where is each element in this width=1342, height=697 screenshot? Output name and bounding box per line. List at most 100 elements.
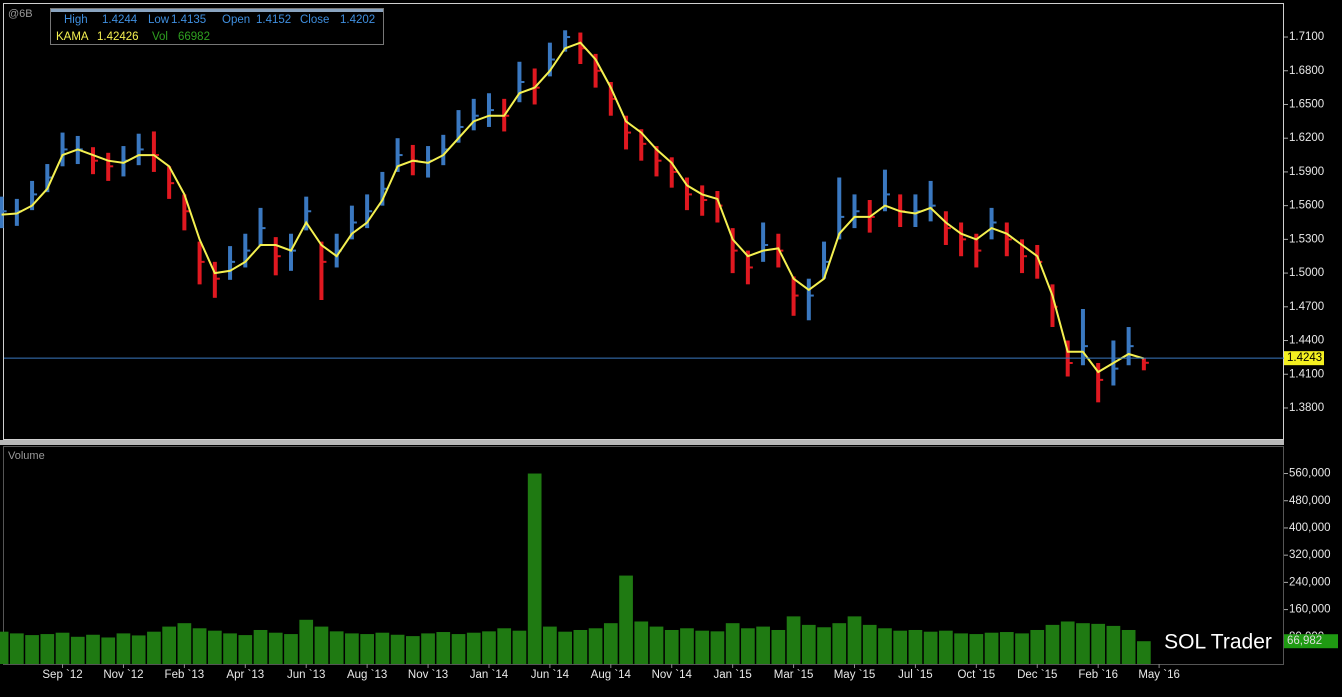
x-tick-label: Nov `14 [652,669,693,681]
volume-bar [116,633,131,664]
volume-bar [1106,625,1121,664]
volume-bar [832,623,847,664]
volume-bar [939,630,953,664]
legend-value: 1.4135 [171,14,206,26]
volume-bar [923,631,938,664]
legend-label: Open [222,14,250,26]
volume-bar [192,628,207,664]
volume-bar [25,635,39,664]
volume-bar [725,623,740,664]
last-volume-label: 66,982 [1287,635,1322,647]
volume-bar [177,623,192,664]
last-price-label: 1.4243 [1287,352,1322,364]
x-tick-label: Apr `13 [226,669,264,681]
volume-bar [710,631,725,664]
legend-label: Close [300,14,329,26]
x-tick-label: Jun `14 [531,669,570,681]
volume-panel [3,446,1284,665]
y-tick-label: 1.7100 [1289,31,1324,43]
volume-bar [756,626,770,664]
volume-bar [1121,629,1136,664]
x-tick-label: May `15 [834,669,876,681]
y-tick-label: 1.6200 [1289,132,1324,144]
legend-value: 1.4244 [102,14,138,26]
volume-bar [299,619,314,664]
volume-bar [329,631,344,664]
last-volume-tag [1284,634,1338,649]
volume-bar [786,616,801,664]
volume-title: Volume [8,450,45,462]
legend-label: Low [148,14,170,26]
volume-bar [573,629,588,664]
volume-bar [603,623,618,664]
legend-label: Vol [152,31,168,43]
volume-bar [908,629,923,664]
x-tick-label: Nov `12 [103,669,143,681]
legend-value: 66982 [178,31,210,43]
volume-bar [512,630,527,664]
volume-bar [741,628,755,664]
legend-box [50,8,384,45]
legend-value: 1.42426 [97,31,139,43]
y-tick-label: 1.4400 [1289,335,1324,347]
volume-bar [801,624,816,664]
volume-bar [86,634,100,664]
y-tick-label: 1.5300 [1289,233,1324,245]
y-tick-label: 560,000 [1289,468,1331,480]
volume-bar [253,629,268,664]
volume-bar [1076,623,1090,664]
volume-bar [482,631,496,664]
y-tick-label: 320,000 [1289,549,1331,561]
volume-bar [268,632,283,664]
volume-bar [375,632,390,664]
volume-bar [131,635,146,664]
volume-bar [405,636,420,664]
volume-bar [847,616,862,664]
legend-label: High [64,14,88,26]
volume-bar [558,631,572,664]
volume-bar [238,635,253,664]
y-tick-label: 1.5900 [1289,166,1324,178]
x-tick-label: Jan `14 [470,669,509,681]
x-tick-label: Jun `13 [287,669,325,681]
panel-separator [0,440,1284,445]
volume-bar [1137,641,1151,664]
volume-bar [984,632,999,664]
volume-bar [162,626,176,664]
volume-bar [314,626,329,664]
y-tick-label: 1.6500 [1289,99,1324,111]
symbol: @6B [8,8,33,20]
volume-bar [360,634,374,664]
y-tick-label: 400,000 [1289,522,1331,534]
volume-bar [649,626,664,664]
y-tick-label: 1.4100 [1289,368,1324,380]
volume-bar [817,627,831,664]
volume-bar [634,621,649,664]
volume-bar [954,633,968,664]
y-tick-label: 1.3800 [1289,402,1324,414]
volume-bar [1060,621,1075,664]
volume-bar [1045,624,1060,664]
x-tick-label: Jul `15 [898,669,933,681]
volume-bar [664,629,679,664]
volume-bar [70,636,85,664]
x-tick-label: May `16 [1138,669,1180,681]
plot: 1.3800 1.4100 1.4400 1.4700 1.5000 1.5300 1.56… [0,14,1338,681]
volume-bar [223,633,237,664]
legend-value: 1.4202 [340,14,375,26]
y-tick-label: 480,000 [1289,495,1331,507]
volume-bar [101,637,116,664]
y-tick-label: 1.5000 [1289,267,1324,279]
volume-bar [543,626,557,664]
legend-value: 1.4152 [256,14,291,26]
watermark: SOL Trader [1164,631,1272,654]
volume-bar [284,634,298,664]
volume-bar [680,628,694,664]
x-tick-label: Jan `15 [713,669,751,681]
volume-bar [451,634,466,664]
y-tick-label: 1.5600 [1289,200,1324,212]
volume-bar [695,630,710,664]
volume-bar [588,628,603,664]
x-tick-label: Nov `13 [408,669,448,681]
